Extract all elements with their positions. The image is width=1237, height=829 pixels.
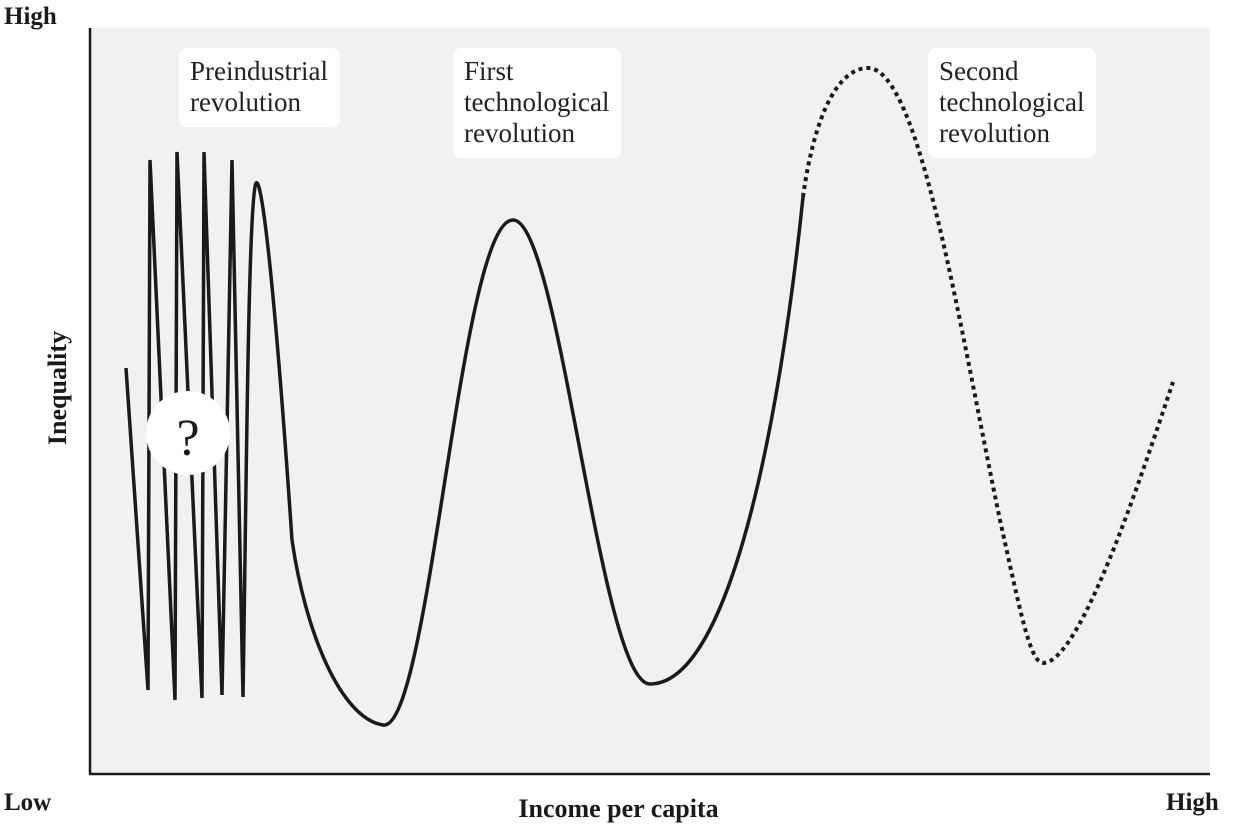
unknown-marker-circle <box>146 391 230 475</box>
first-revolution-label: First technological revolution <box>453 48 622 158</box>
second-revolution-label-line: Second <box>939 56 1019 86</box>
first-revolution-label-line: technological <box>464 87 610 117</box>
observed-inequality-curve <box>290 196 805 727</box>
unknown-marker-question: ? <box>176 410 199 467</box>
y-axis-title: Inequality <box>43 330 72 446</box>
preindustrial-label-line: Preindustrial <box>190 56 328 86</box>
preindustrial-label-line: revolution <box>190 87 301 117</box>
second-revolution-label: Second technological revolution <box>928 48 1097 158</box>
projected-inequality-curve <box>801 65 1175 666</box>
second-revolution-label-line: revolution <box>939 118 1050 148</box>
first-revolution-label-line: First <box>464 56 514 86</box>
x-axis-high-label: High <box>1166 789 1219 816</box>
second-revolution-label-line: technological <box>939 87 1085 117</box>
preindustrial-oscillation-curve <box>124 151 294 701</box>
x-axis-low-label: Low <box>4 789 52 816</box>
y-axis-high-label: High <box>4 3 57 30</box>
x-axis-title: Income per capita <box>518 794 719 823</box>
preindustrial-label: Preindustrial revolution <box>179 48 340 127</box>
first-revolution-label-line: revolution <box>464 118 575 148</box>
